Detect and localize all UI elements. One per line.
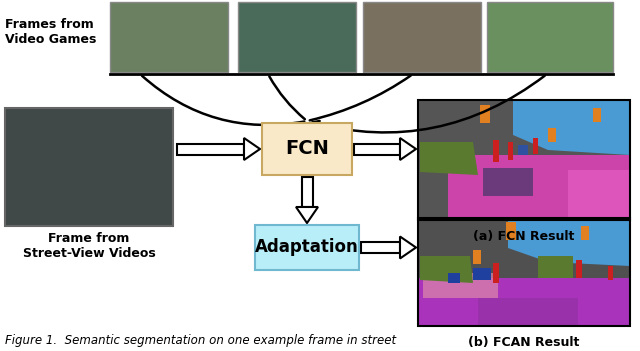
Bar (487, 2, 613, 72)
Bar (506, 222, 516, 240)
Bar (177, 144, 244, 154)
Polygon shape (296, 207, 318, 223)
Bar (581, 226, 589, 240)
Bar (418, 218, 630, 326)
Bar (418, 218, 630, 326)
Bar (493, 140, 499, 162)
Bar (5, 108, 173, 226)
Bar (448, 155, 630, 220)
Text: (b) FCAN Result: (b) FCAN Result (468, 336, 580, 349)
Bar (483, 168, 533, 196)
Text: Frame from
Street-View Videos: Frame from Street-View Videos (22, 232, 156, 260)
Bar (110, 2, 228, 72)
Bar (538, 256, 573, 278)
Bar (301, 177, 312, 207)
Bar (493, 263, 499, 283)
Bar (448, 273, 460, 283)
Bar (473, 250, 481, 264)
Bar (608, 266, 613, 280)
Text: FCN: FCN (285, 139, 329, 159)
Bar (593, 108, 601, 122)
Polygon shape (420, 256, 473, 283)
Text: (a) FCN Result: (a) FCN Result (474, 230, 575, 243)
Bar (361, 242, 400, 253)
Bar (576, 260, 582, 278)
Text: Frames from
Video Games: Frames from Video Games (5, 18, 97, 46)
Bar (238, 2, 356, 72)
Polygon shape (508, 218, 630, 266)
FancyBboxPatch shape (255, 225, 359, 270)
Bar (473, 268, 491, 280)
Bar (548, 128, 556, 142)
Bar (478, 298, 578, 326)
Bar (418, 100, 630, 220)
Polygon shape (244, 138, 260, 160)
Bar (363, 2, 481, 72)
Bar (508, 142, 513, 160)
Bar (423, 273, 498, 298)
Bar (354, 144, 400, 154)
Polygon shape (420, 142, 478, 175)
Polygon shape (400, 237, 416, 258)
Bar (418, 278, 630, 326)
Bar (518, 145, 528, 155)
Bar (480, 105, 490, 123)
Bar (533, 138, 538, 154)
Polygon shape (400, 138, 416, 160)
FancyBboxPatch shape (262, 123, 352, 175)
Polygon shape (513, 100, 630, 155)
Text: Adaptation: Adaptation (255, 238, 359, 257)
Bar (418, 100, 630, 220)
Text: Figure 1.  Semantic segmentation on one example frame in street: Figure 1. Semantic segmentation on one e… (5, 334, 396, 347)
Bar (568, 170, 630, 220)
